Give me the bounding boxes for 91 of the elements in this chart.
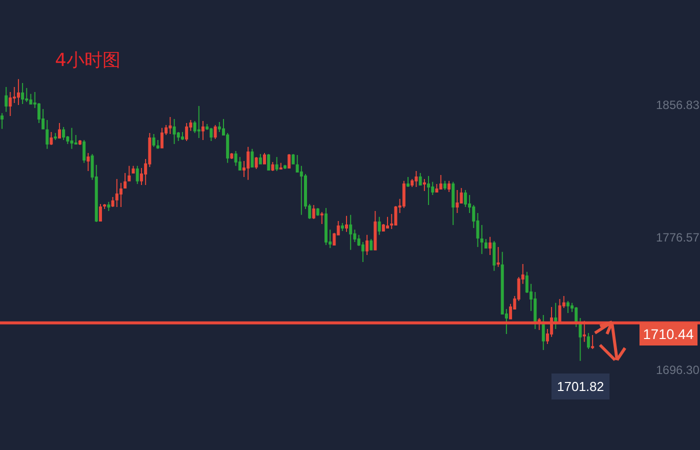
candlestick [8, 91, 12, 117]
candlestick [132, 165, 135, 174]
text: 1710.44 [643, 326, 694, 342]
candlestick [103, 204, 106, 210]
candlestick [349, 214, 352, 250]
candlestick [246, 146, 250, 180]
candlestick [54, 132, 57, 140]
candlestick [25, 87, 28, 103]
candlestick [484, 238, 488, 248]
y-tick-label: 1856.83 [656, 98, 700, 112]
candlestick [345, 215, 348, 232]
candlestick [50, 132, 53, 146]
candlestick [128, 165, 131, 182]
candlestick [234, 150, 238, 166]
candlestick [78, 139, 82, 146]
candlestick [452, 181, 455, 226]
candlestick [591, 334, 594, 350]
candlestick [70, 127, 74, 150]
candlestick [492, 240, 496, 272]
candlestick [279, 162, 282, 170]
candlestick [324, 208, 328, 246]
candlestick [250, 148, 254, 168]
candlestick [406, 176, 410, 188]
candlestick [156, 139, 160, 150]
candlestick [312, 204, 316, 220]
candlestick [168, 116, 172, 135]
candlestick [275, 156, 278, 172]
candlestick [201, 120, 204, 140]
candlestick [427, 175, 430, 206]
candlestick [443, 180, 446, 190]
candlestick [160, 127, 164, 148]
candlestick [316, 208, 320, 216]
candlestick [180, 132, 184, 140]
candlestick [136, 165, 139, 185]
candlestick [284, 164, 287, 170]
candlestick [456, 190, 459, 214]
candlestick [262, 152, 266, 164]
candlestick [418, 172, 422, 186]
candlestick [414, 170, 418, 188]
candlestick [210, 127, 213, 142]
candlestick [0, 112, 4, 130]
candlestick [218, 121, 221, 133]
candlestick [254, 156, 258, 170]
candlestick [58, 122, 61, 138]
candlestick [172, 118, 176, 144]
y-tick-label: 1776.57 [656, 230, 700, 245]
candlestick [267, 154, 270, 171]
candlestick [374, 210, 377, 250]
candlestick [258, 154, 262, 164]
candlestick [230, 152, 234, 160]
candlestick [378, 216, 381, 236]
candlestick [578, 317, 582, 362]
candlestick [271, 161, 274, 172]
candlestick [366, 234, 369, 256]
candlestick [21, 82, 24, 104]
candlestick [111, 196, 114, 208]
candlestick [86, 152, 90, 172]
candlestick [152, 134, 156, 148]
candlestick [197, 105, 200, 138]
candlestick [370, 238, 373, 250]
candlestick [62, 126, 66, 140]
candlestick [292, 154, 295, 164]
candlestick [82, 139, 86, 164]
candlestick [488, 236, 492, 256]
candlestick [16, 78, 20, 106]
text: 4小时图 [55, 50, 120, 71]
candlestick [586, 332, 590, 350]
candlestick [107, 201, 110, 212]
candlestick [542, 314, 545, 350]
candlestick [448, 180, 451, 192]
candlestick [496, 246, 500, 268]
candlestick [439, 174, 442, 190]
candlestick [340, 222, 344, 232]
candlestick [98, 204, 102, 222]
candlestick [115, 178, 118, 208]
candlestick [46, 120, 49, 150]
candlestick [4, 86, 8, 112]
candlestick [554, 302, 558, 330]
candlestick [480, 224, 484, 255]
candlestick [422, 178, 426, 192]
annotation: 1701.82 [557, 379, 604, 394]
candlestick [185, 122, 188, 142]
candlestick [574, 306, 578, 328]
candlestick [124, 172, 127, 189]
candlestick [119, 182, 122, 208]
candlestick [386, 216, 390, 228]
candlestick [288, 154, 291, 169]
candlestick [214, 124, 217, 140]
candlestick [566, 300, 570, 314]
y-tick-label: 1696.30 [656, 363, 700, 378]
candlestick [320, 211, 324, 225]
